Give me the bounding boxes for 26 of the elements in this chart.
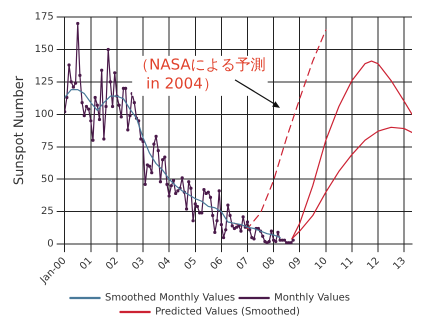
x-tick-label: 10	[312, 255, 330, 272]
y-tick-label: 175	[34, 12, 54, 23]
x-tick-label: 06	[208, 255, 226, 272]
y-tick-label: 100	[34, 108, 54, 120]
legend-label: Monthly Values	[274, 292, 350, 304]
y-tick-label: 50	[40, 174, 54, 185]
annotation: （NASAによる予測 in 2004）	[134, 55, 266, 92]
y-tick-label: 25	[40, 206, 54, 218]
x-tick-label: 07	[234, 255, 252, 272]
y-tick-label: 150	[34, 44, 54, 56]
x-tick-label: 03	[130, 255, 147, 272]
y-tick-label: 125	[34, 76, 54, 88]
x-tick-label: 05	[182, 255, 200, 272]
x-tick-label: 08	[260, 255, 278, 272]
x-tick-label: 12	[365, 255, 382, 272]
y-tick-label: 75	[40, 141, 54, 152]
x-tick-label: 09	[286, 255, 304, 272]
legend-label: Predicted Values (Smoothed)	[155, 306, 300, 318]
x-tick-label: 01	[78, 255, 95, 272]
x-tick-label: 04	[156, 255, 174, 272]
x-tick-label: 13	[391, 255, 408, 272]
x-tick-label: 02	[104, 255, 121, 272]
y-axis-title: Sunspot Number	[12, 75, 28, 186]
legend-label: Smoothed Monthly Values	[104, 292, 236, 304]
x-tick-label: 11	[339, 255, 356, 272]
y-tick-label: 0	[47, 238, 54, 250]
